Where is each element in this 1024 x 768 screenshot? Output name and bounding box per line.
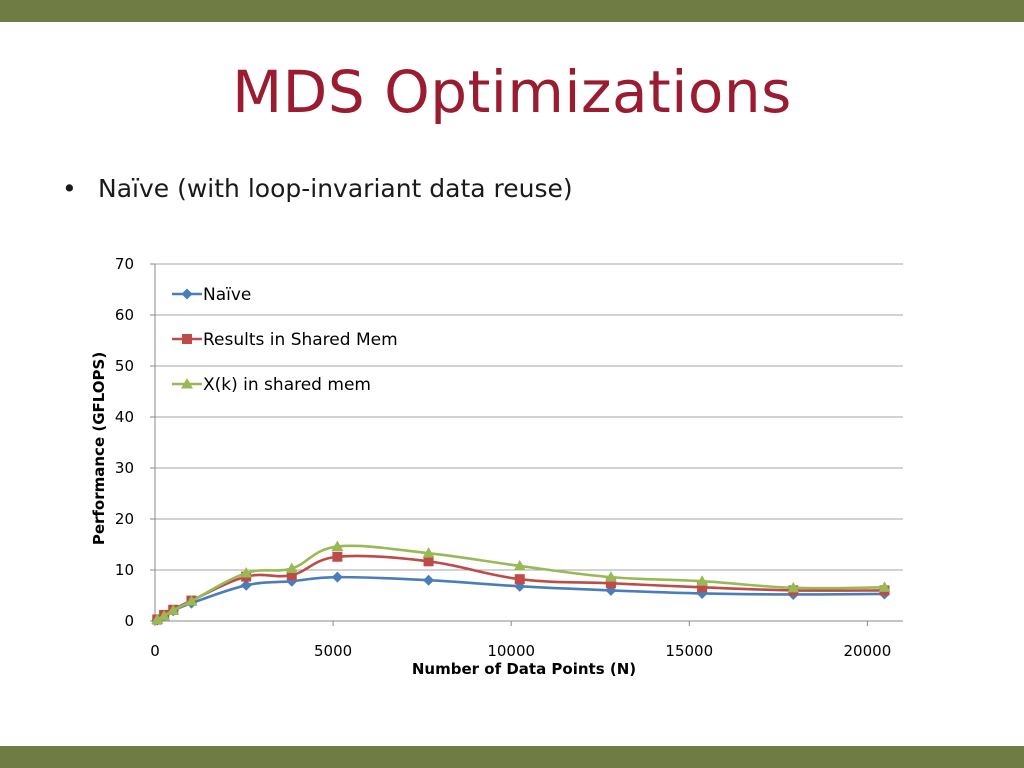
x-tick-label: 0	[150, 642, 160, 660]
y-tick-label: 40	[115, 408, 134, 426]
series-2-point-6	[331, 540, 344, 552]
series-2-point-11	[787, 581, 800, 593]
x-axis-title: Number of Data Points (N)	[412, 660, 636, 678]
series-1-point-10	[697, 582, 708, 593]
bullet-dot-icon: •	[62, 174, 77, 203]
legend-label-0: Naïve	[203, 285, 251, 305]
series-0-point-7	[423, 574, 435, 586]
y-tick-label: 0	[124, 612, 134, 630]
series-2-point-5	[285, 562, 298, 573]
series-2-point-7	[422, 547, 435, 558]
legend-marker-1	[182, 334, 192, 344]
y-tick-label: 30	[115, 459, 134, 477]
series-2-point-8	[513, 559, 526, 571]
legend-marker-2	[181, 378, 193, 389]
series-1-point-9	[605, 578, 616, 589]
x-tick-label: 15000	[665, 642, 713, 660]
series-2-point-2	[167, 604, 180, 615]
series-0-point-4	[240, 579, 252, 591]
y-tick-label: 20	[115, 510, 134, 528]
bullet-text: Naïve (with loop-invariant data reuse)	[98, 174, 573, 203]
series-2-point-0	[151, 613, 164, 624]
series-1-point-7	[423, 556, 434, 567]
y-tick-label: 60	[115, 306, 134, 324]
bullet-item: • Naïve (with loop-invariant data reuse)	[62, 174, 573, 203]
x-tick-label: 5000	[314, 642, 352, 660]
bottom-accent-bar	[0, 746, 1024, 768]
legend-marker-0	[181, 288, 193, 300]
y-tick-label: 10	[115, 561, 134, 579]
y-tick-label: 70	[115, 255, 134, 273]
series-2-point-12	[878, 581, 891, 592]
series-2-point-10	[696, 575, 709, 586]
slide-title: MDS Optimizations	[232, 58, 792, 126]
series-1-point-8	[514, 574, 525, 585]
series-2-point-1	[158, 609, 171, 621]
y-tick-label: 50	[115, 357, 134, 375]
top-accent-bar	[0, 0, 1024, 22]
y-axis-title: Performance (GFLOPS)	[90, 352, 108, 545]
legend-label-2: X(k) in shared mem	[203, 375, 371, 395]
series-2-point-9	[604, 571, 617, 582]
legend-label-1: Results in Shared Mem	[203, 330, 398, 350]
x-tick-label: 10000	[487, 642, 535, 660]
series-1-point-5	[286, 570, 297, 581]
x-tick-label: 20000	[844, 642, 892, 660]
series-2-point-3	[185, 595, 198, 606]
series-0-point-6	[331, 571, 343, 583]
series-1-point-6	[332, 551, 343, 562]
series-2-point-4	[240, 567, 253, 578]
